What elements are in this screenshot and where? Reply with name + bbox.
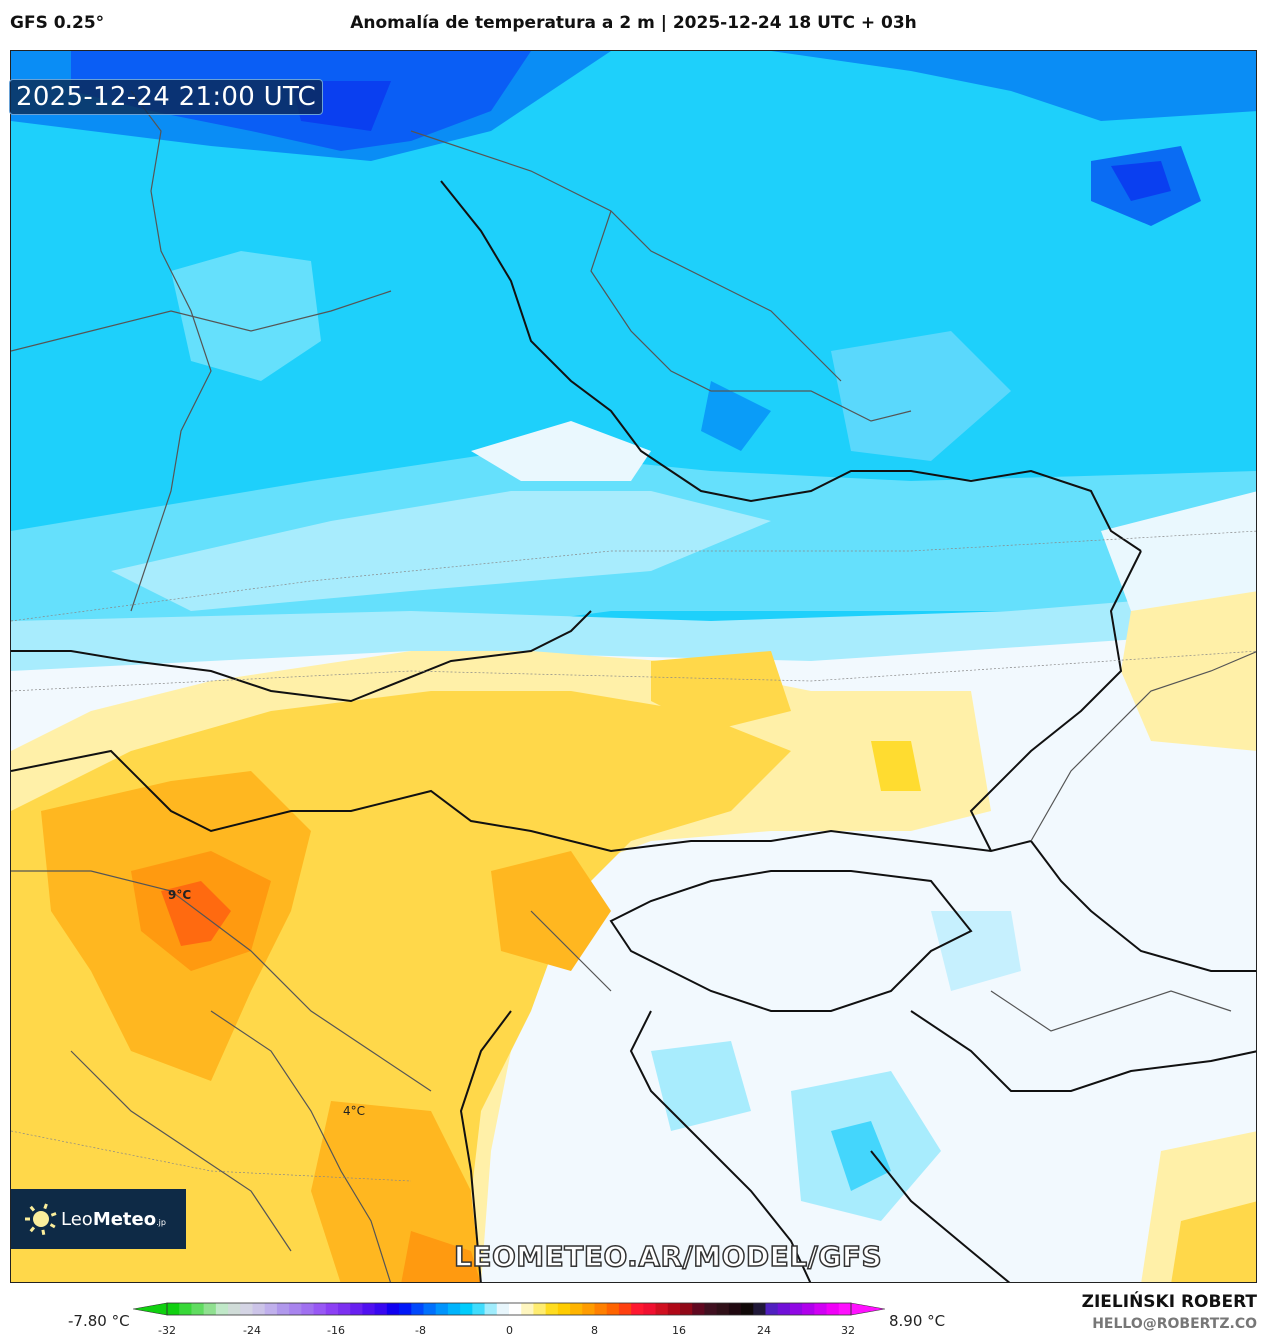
colorbar-tick: 0: [506, 1324, 513, 1337]
colorbar-gradient: [132, 1302, 886, 1316]
colorbar-tick: -32: [158, 1324, 176, 1337]
page-title: Anomalía de temperatura a 2 m | 2025-12-…: [350, 13, 917, 33]
map-field: [11, 51, 1256, 1282]
colorbar-tick: 32: [841, 1324, 855, 1337]
sun-icon: [25, 1203, 57, 1236]
valid-time-badge: 2025-12-24 21:00 UTC: [9, 79, 324, 115]
colorbar-tick: 16: [672, 1324, 686, 1337]
colorbar-tick: -16: [327, 1324, 345, 1337]
colorbar-min-label: -7.80 °C: [68, 1312, 130, 1330]
colorbar-max-label: 8.90 °C: [889, 1312, 946, 1330]
colorbar-tick: -24: [243, 1324, 261, 1337]
author-name: ZIELIŃSKI ROBERT: [1081, 1292, 1257, 1312]
map-label-secondary: 4°C: [343, 1104, 366, 1118]
model-label: GFS 0.25°: [10, 13, 105, 33]
logo-text: LeoMeteo.jp: [61, 1208, 166, 1230]
anomaly-map: [10, 50, 1257, 1283]
leometeo-logo[interactable]: LeoMeteo.jp: [11, 1189, 186, 1249]
colorbar-tick: 8: [591, 1324, 598, 1337]
watermark-url: LEOMETEO.AR/MODEL/GFS: [453, 1239, 883, 1274]
colorbar-tick: 24: [757, 1324, 771, 1337]
colorbar-tick: -8: [415, 1324, 426, 1337]
author-email[interactable]: HELLO@ROBERTZ.CO: [1092, 1316, 1257, 1332]
map-label-max: 9°C: [168, 888, 192, 902]
colorbar: [132, 1301, 886, 1316]
